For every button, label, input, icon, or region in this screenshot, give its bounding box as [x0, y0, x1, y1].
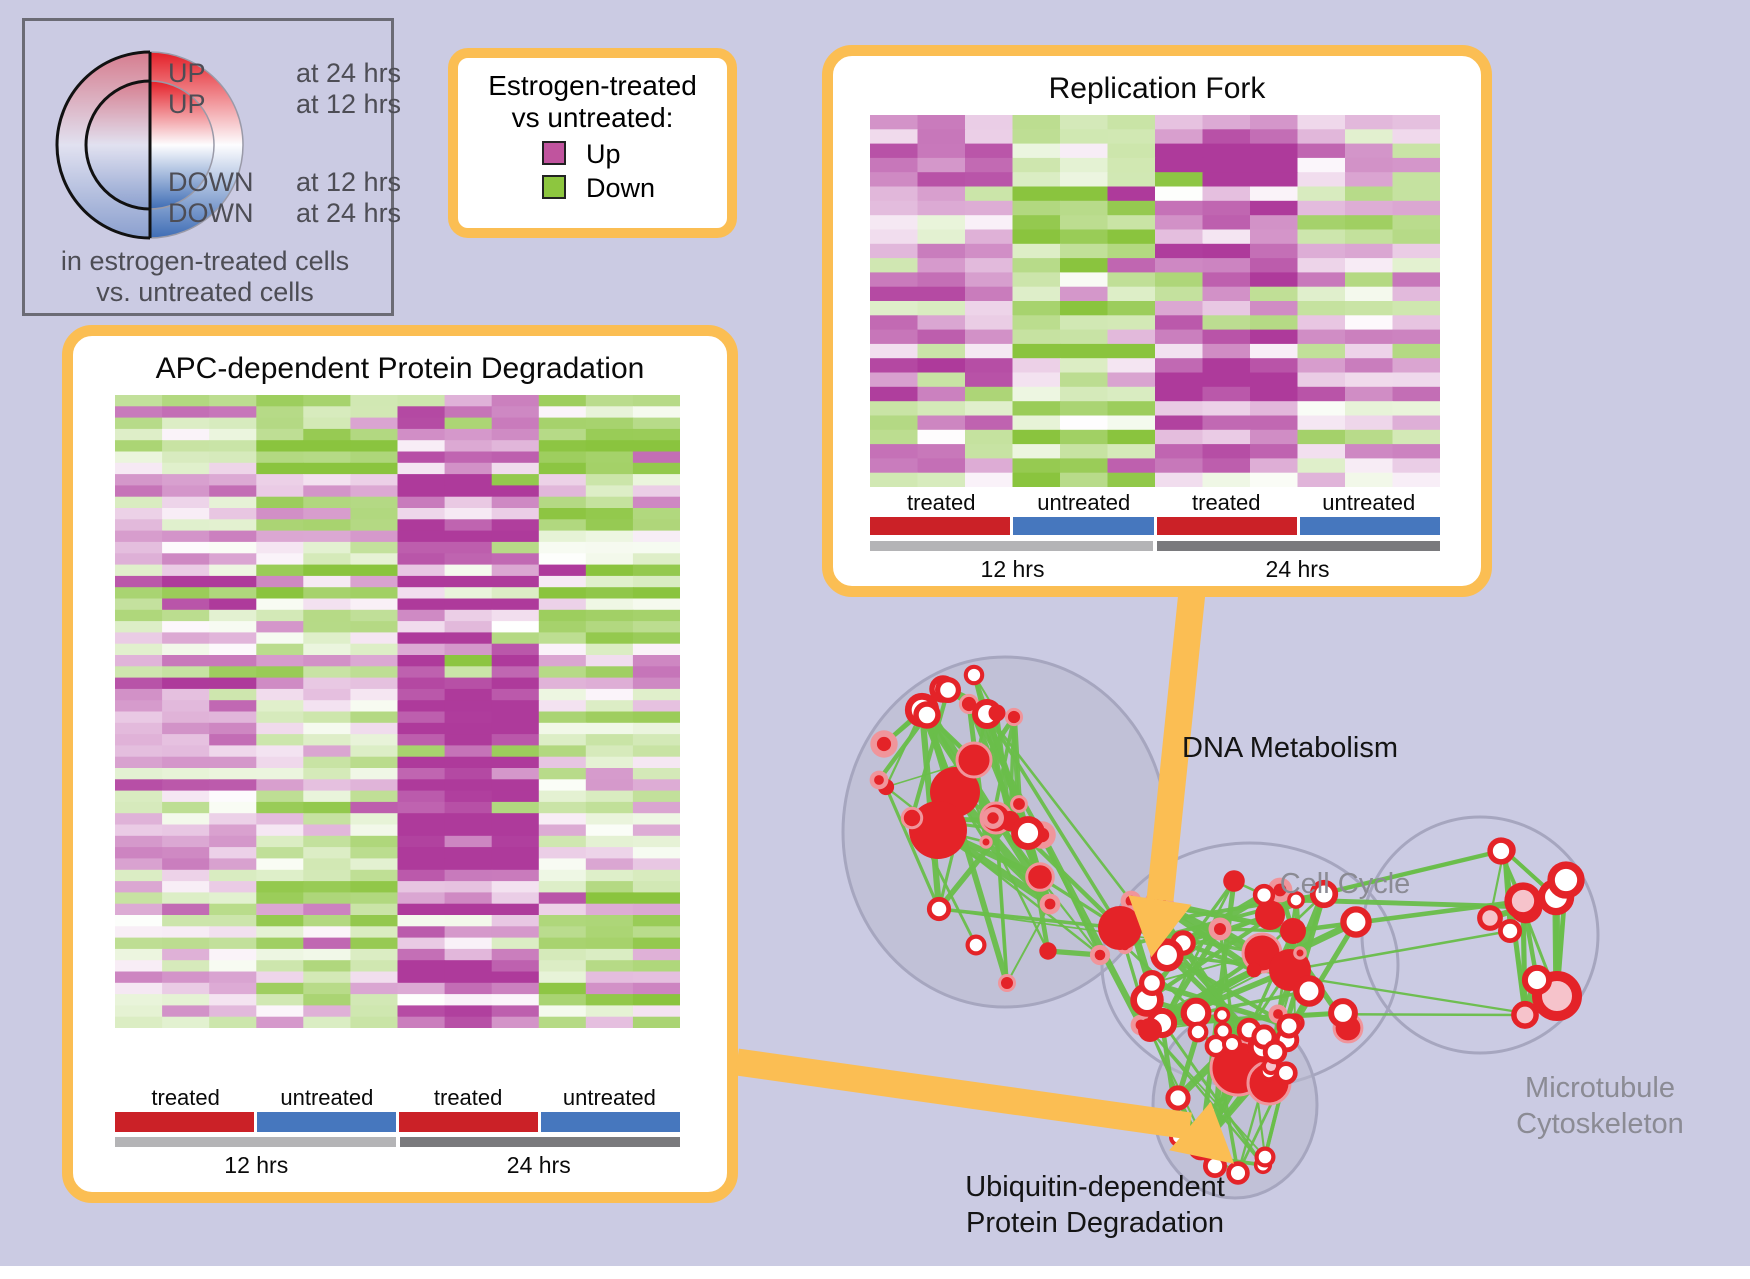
panel-replication-fork: Replication Fork treated untreated treat…: [822, 45, 1492, 597]
treated-bar: [870, 517, 1011, 535]
direction-row-down12-time: at 12 hrs: [296, 167, 402, 197]
outer-left-arc: [55, 50, 151, 240]
cluster-label-microtubule-cytoskeleton: Microtubule Cytoskeleton: [1516, 1072, 1684, 1140]
condition-label: untreated: [562, 1085, 656, 1110]
untreated-bar: [1299, 517, 1440, 535]
apc-title: APC-dependent Protein Degradation: [155, 352, 645, 385]
12hr-bar: [870, 541, 1153, 551]
24hr-label: 24 hrs: [1265, 556, 1330, 582]
connector-arrow-1: [735, 1048, 1235, 1164]
replication-fork-condition-labels: treated untreated treated untreated: [870, 490, 1440, 516]
up-color-swatch: [542, 141, 566, 165]
heatmap-cells: [115, 395, 680, 1028]
replication-fork-title: Replication Fork: [1048, 72, 1266, 105]
direction-row-down24-dir: DOWN: [168, 198, 254, 228]
replication-fork-time-bars: [870, 541, 1440, 551]
faded-right-half-overlay: [57, 52, 150, 238]
up-label: Up: [586, 139, 621, 169]
heatmap-cells: [870, 115, 1440, 487]
cluster-label-ubiquitin-degradation: Ubiquitin-dependent Protein Degradation: [965, 1171, 1225, 1239]
replication-fork-heatmap: [870, 115, 1440, 487]
connector-arrow-0: [1128, 590, 1206, 958]
cluster-ellipse-dna-metabolism: [841, 655, 1169, 1009]
apc-condition-bars: [115, 1112, 680, 1132]
treated-bar: [399, 1112, 538, 1132]
down-color-swatch: [542, 175, 566, 199]
direction-legend-caption: in estrogen-treated cells vs. untreated …: [60, 246, 350, 307]
untreated-bar: [541, 1112, 680, 1132]
cluster-ellipse-microtubule-cytoskeleton: [1360, 815, 1600, 1055]
cluster-label-dna-metabolism: DNA Metabolism: [1182, 732, 1398, 764]
direction-legend-box: [22, 18, 394, 316]
direction-row-up24-time: at 24 hrs: [296, 58, 402, 88]
condition-label: untreated: [280, 1085, 374, 1110]
direction-row-down12-dir: DOWN: [168, 167, 254, 197]
down-label: Down: [586, 173, 656, 203]
condition-label: untreated: [1322, 490, 1416, 515]
apc-time-bars: [115, 1137, 680, 1147]
direction-row-down24-time: at 24 hrs: [296, 198, 402, 228]
condition-label: treated: [433, 1085, 503, 1110]
untreated-bar: [1013, 517, 1154, 535]
inner-left-arc: [84, 79, 151, 211]
12hr-bar: [115, 1137, 396, 1147]
cluster-label-cell-cycle: Cell Cycle: [1279, 868, 1411, 900]
condition-label: treated: [1192, 490, 1261, 515]
condition-label: treated: [907, 490, 976, 515]
condition-label: untreated: [1037, 490, 1131, 515]
condition-label: treated: [151, 1085, 220, 1110]
bottom-margin: [0, 1266, 1750, 1279]
direction-row-up12-time: at 12 hrs: [296, 89, 402, 119]
direction-row-up24-dir: UP: [168, 58, 206, 88]
direction-row-up12-dir: UP: [168, 89, 206, 119]
12hr-label: 12 hrs: [980, 556, 1045, 582]
apc-time-labels: 12 hrs 24 hrs: [115, 1152, 680, 1179]
updown-color-legend: Estrogen-treated vs untreated: Up Down: [448, 48, 737, 238]
replication-fork-condition-bars: [870, 517, 1440, 535]
12hr-label: 12 hrs: [224, 1152, 289, 1178]
24hr-label: 24 hrs: [506, 1152, 571, 1178]
apc-condition-labels: treated untreated treated untreated: [115, 1085, 680, 1111]
color-legend-title: Estrogen-treated vs untreated:: [488, 70, 697, 133]
untreated-bar: [257, 1112, 396, 1132]
24hr-bar: [1157, 541, 1440, 551]
24hr-bar: [399, 1137, 680, 1147]
apc-heatmap: [115, 395, 680, 1028]
panel-apc-degradation: APC-dependent Protein Degradation treate…: [62, 325, 738, 1203]
replication-fork-time-labels: 12 hrs 24 hrs: [870, 556, 1440, 583]
treated-bar: [115, 1112, 254, 1132]
updown-gradient-circles: [55, 50, 244, 240]
treated-bar: [1156, 517, 1297, 535]
